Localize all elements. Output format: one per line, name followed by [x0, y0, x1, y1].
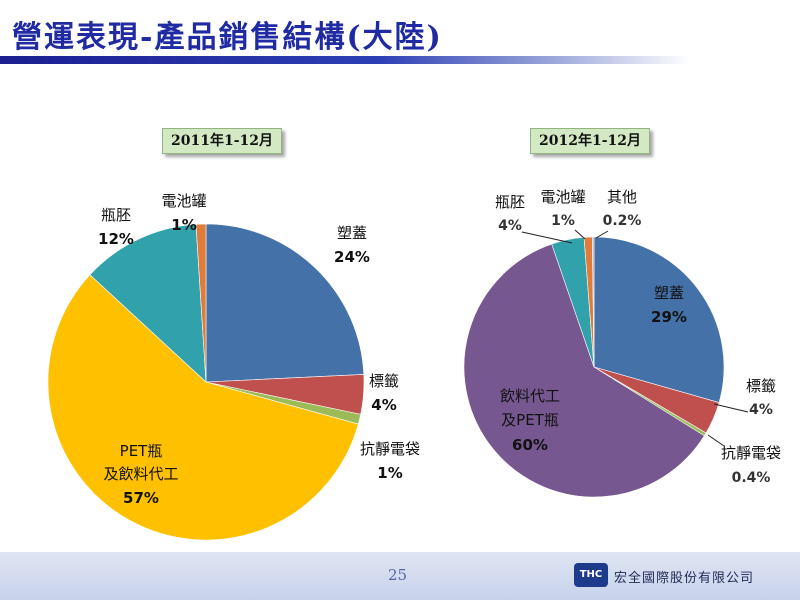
pie1-label-4: 瓶胚 — [101, 206, 131, 224]
pie2-label-2: 抗靜電袋 — [721, 444, 781, 462]
company-name: 宏全國際股份有限公司 — [614, 571, 755, 586]
pie-chart-2012 — [463, 236, 725, 498]
pie1-value-5: 1% — [171, 216, 196, 234]
pie1-label-3a: PET瓶 — [120, 442, 163, 460]
pie2-value-0: 29% — [651, 308, 687, 326]
pie1-label-0: 塑蓋 — [337, 224, 367, 242]
pie2-value-2: 0.4% — [732, 470, 771, 486]
pie1-value-2: 1% — [377, 464, 402, 482]
pie1-label-1: 標籤 — [369, 372, 399, 390]
pie2-label-4: 瓶胚 — [495, 193, 525, 211]
company-logo: THC — [574, 563, 608, 587]
pie2-label-6: 其他 — [607, 188, 637, 206]
pie1-slice-5 — [195, 223, 207, 383]
footer-bar — [0, 552, 800, 600]
pie1-value-0: 24% — [334, 248, 370, 266]
pie2-value-4: 4% — [498, 218, 522, 234]
pie2-label-1: 標籤 — [746, 377, 776, 395]
pie2-label-3a: 飲料代工 — [500, 387, 560, 405]
pie2-leader-2 — [707, 434, 725, 447]
pie1-slice-3 — [47, 274, 359, 541]
pie1-value-3: 57% — [123, 489, 159, 507]
chart-1-period-label: 2011年1-12月 — [162, 128, 282, 154]
pie2-slice-3 — [463, 243, 705, 498]
page-title: 營運表現-產品銷售結構(大陸) — [12, 20, 443, 55]
pie1-label-3b: 及飲料代工 — [103, 465, 178, 483]
page-number: 25 — [388, 566, 408, 584]
pie2-value-6: 0.2% — [603, 213, 642, 229]
pie2-slice-0 — [593, 236, 725, 403]
pie2-label-3b: 及PET瓶 — [501, 411, 559, 429]
pie2-value-3: 60% — [512, 436, 548, 454]
pie1-slice-4 — [89, 224, 207, 383]
pie2-slice-6 — [592, 236, 595, 368]
pie1-label-2: 抗靜電袋 — [360, 440, 420, 458]
pie2-label-0: 塑蓋 — [654, 284, 684, 302]
pie2-value-1: 4% — [749, 402, 773, 418]
pie2-leader-5 — [574, 229, 586, 240]
pie2-leader-1 — [713, 403, 749, 413]
pie1-value-4: 12% — [98, 230, 134, 248]
pie1-slice-0 — [205, 223, 365, 383]
pie2-value-5: 1% — [551, 213, 575, 229]
chart-2-period-label: 2012年1-12月 — [530, 128, 650, 154]
pie-chart-2011 — [47, 223, 365, 541]
pie2-leader-4 — [521, 231, 573, 244]
pie2-leader-6 — [595, 230, 609, 239]
pie1-value-1: 4% — [371, 396, 396, 414]
title-underline-bar — [0, 56, 690, 64]
pie1-label-5: 電池罐 — [161, 192, 206, 210]
pie2-label-5: 電池罐 — [540, 188, 585, 206]
